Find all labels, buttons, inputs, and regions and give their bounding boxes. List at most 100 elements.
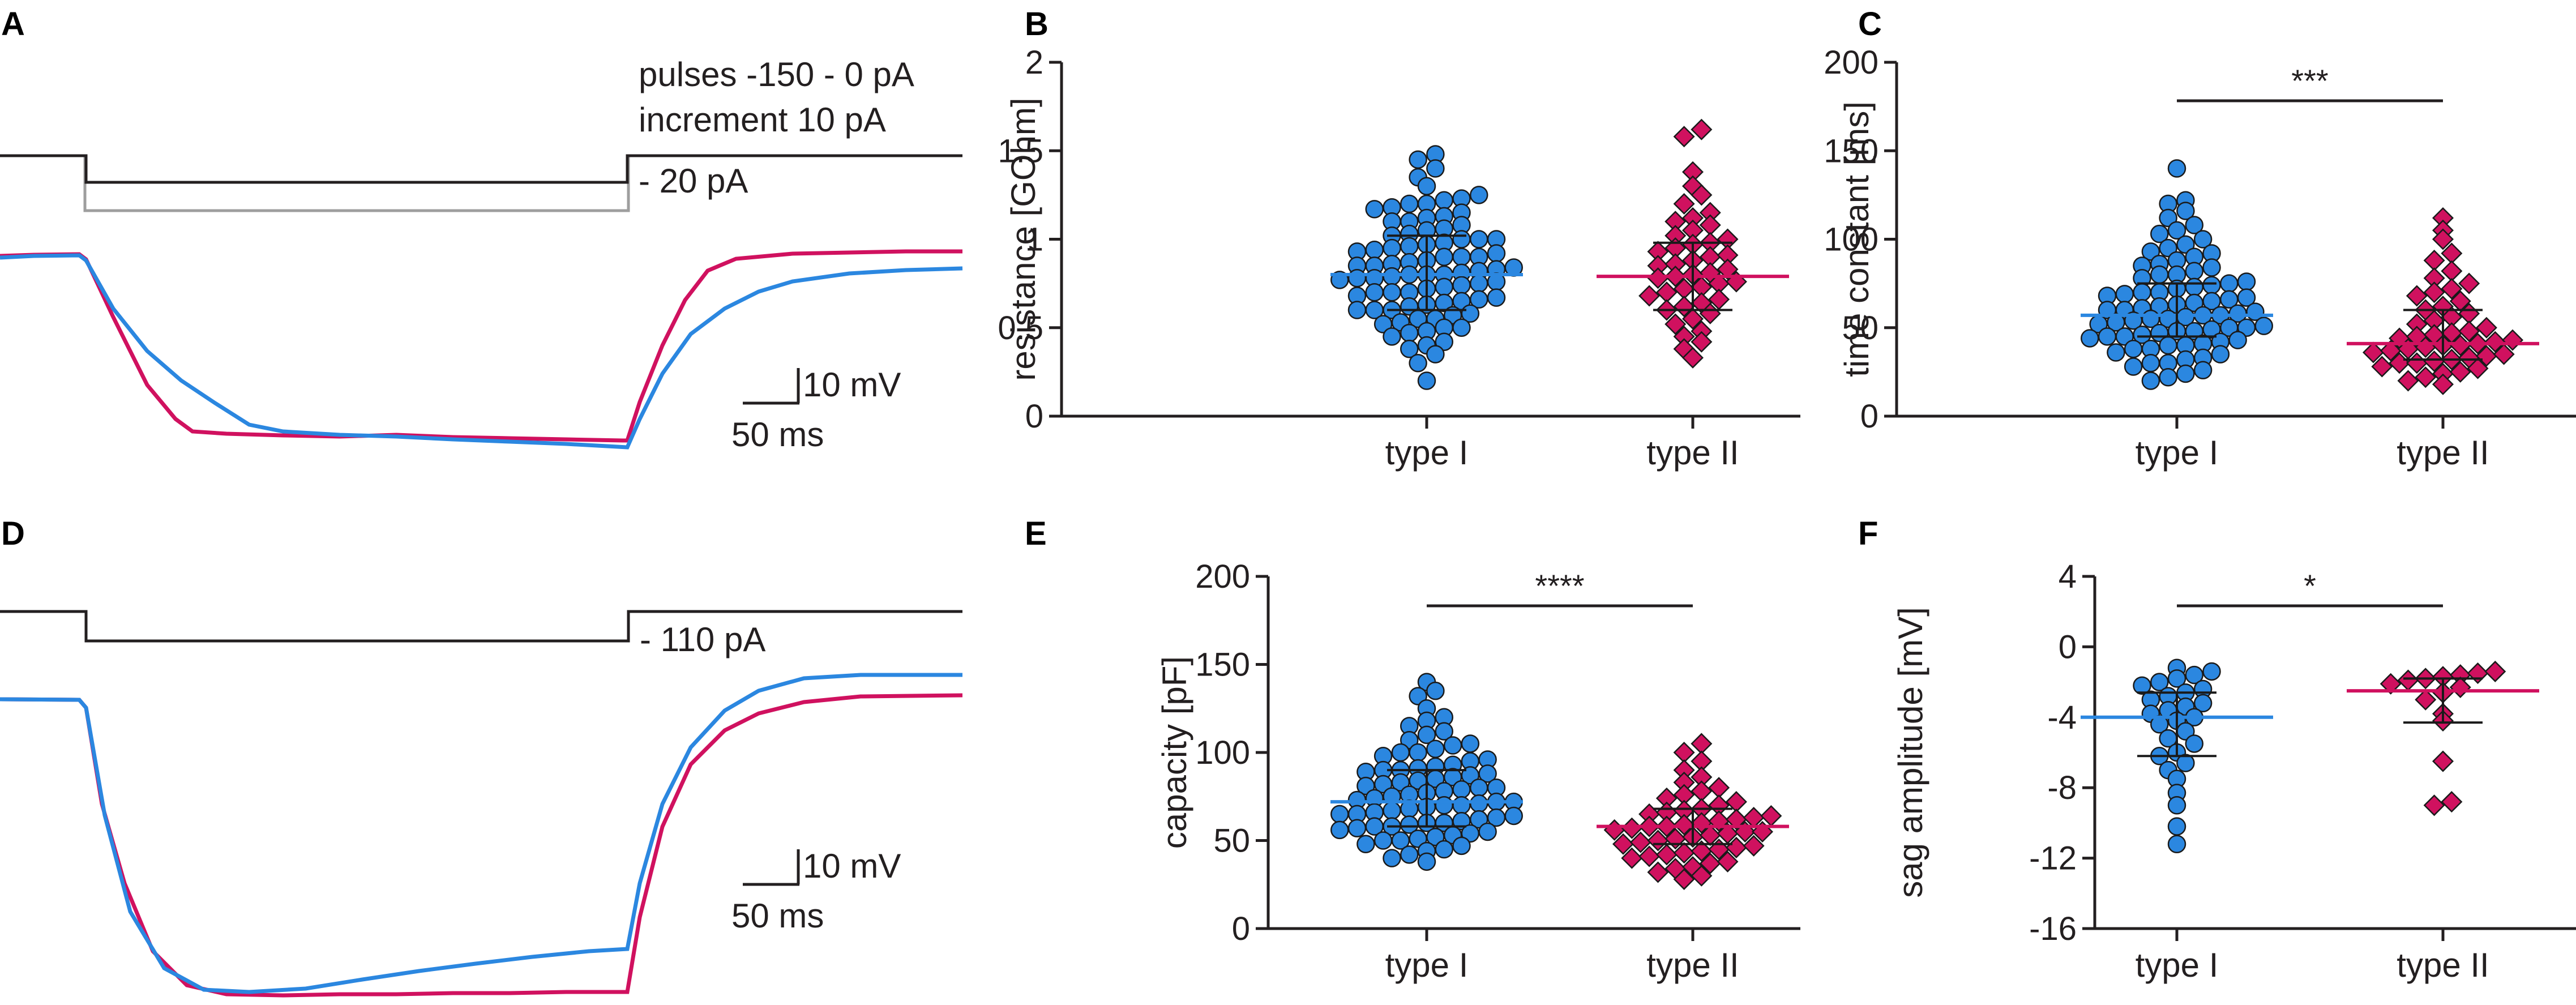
data-point-diamond (2380, 673, 2402, 695)
data-point-circle (2141, 354, 2160, 373)
data-point-circle (2202, 276, 2221, 294)
data-point-circle (1443, 736, 1462, 755)
stimulus-step-black (0, 154, 962, 184)
scale-time-a: 50 ms (731, 416, 824, 454)
data-point-circle (2150, 673, 2169, 691)
data-point-circle (1383, 849, 1401, 867)
data-point-diamond (2406, 285, 2428, 307)
data-point-circle (1365, 241, 1384, 259)
x-category-label: type II (1646, 946, 1739, 984)
data-point-diamond (2423, 249, 2445, 272)
data-point-circle (1470, 274, 1488, 293)
y-tick-label: 50 (1842, 310, 1878, 347)
data-point-diamond (1621, 847, 1643, 869)
data-point-circle (1435, 191, 1453, 209)
data-point-circle (2185, 277, 2203, 297)
data-point-diamond (2432, 750, 2454, 772)
data-point-circle (1435, 247, 1453, 266)
data-point-circle (1383, 283, 1401, 302)
data-point-diamond (2423, 281, 2445, 303)
significance-label: *** (2291, 63, 2328, 99)
data-point-circle (1435, 840, 1453, 859)
x-category-label: type I (1385, 434, 1469, 472)
data-point-circle (2159, 336, 2177, 355)
data-point-circle (2185, 216, 2203, 234)
data-point-circle (1365, 283, 1384, 302)
data-point-diamond (2415, 366, 2437, 388)
data-point-circle (1373, 831, 1393, 850)
panel-c-label: C (1858, 6, 1882, 42)
data-point-circle (1452, 318, 1471, 337)
data-point-diamond (1673, 814, 1695, 836)
panel-f-label: F (1858, 515, 1878, 552)
data-point-diamond (1691, 331, 1713, 353)
data-point-circle (2176, 202, 2195, 220)
y-tick-label: -12 (2029, 840, 2077, 877)
data-point-diamond (2449, 361, 2471, 383)
data-point-circle (1478, 822, 1497, 841)
data-point-circle (2167, 817, 2186, 836)
x-category-label: type I (2136, 434, 2219, 472)
panel-e-label: E (1025, 515, 1047, 552)
data-point-circle (2237, 272, 2256, 291)
y-tick-label: -8 (2047, 769, 2077, 806)
step-label-a: - 20 pA (639, 162, 748, 200)
data-point-diamond (1681, 347, 1704, 369)
data-point-circle (1365, 200, 1384, 219)
data-point-circle (1470, 794, 1488, 813)
data-point-circle (1470, 778, 1488, 797)
data-point-circle (2202, 258, 2221, 277)
data-point-diamond (1691, 733, 1713, 755)
data-point-circle (1383, 238, 1401, 258)
data-point-circle (1435, 277, 1453, 297)
data-point-circle (2107, 343, 2125, 362)
voltage-trace-type2-d (0, 693, 963, 998)
data-point-diamond (2380, 340, 2402, 362)
x-category-label: type I (2136, 946, 2219, 984)
stimulus-step-d (0, 610, 962, 643)
data-point-circle (1383, 801, 1401, 820)
data-point-circle (1452, 780, 1471, 799)
data-point-diamond (1673, 741, 1695, 764)
data-point-diamond (2397, 370, 2419, 392)
data-point-circle (1409, 354, 1427, 373)
protocol-increment-text: increment 10 pA (639, 101, 886, 139)
y-axis-title: resistance [GOhm] (1004, 97, 1042, 380)
data-point-circle (1452, 247, 1471, 266)
voltage-trace-type2-a (0, 249, 962, 443)
voltage-trace-type1-a (0, 253, 963, 450)
protocol-range-text: pulses -150 - 0 pA (639, 55, 914, 93)
data-point-circle (2141, 371, 2160, 390)
y-tick-label: 200 (1195, 558, 1250, 595)
data-point-diamond (1638, 845, 1661, 867)
data-point-circle (2133, 676, 2151, 695)
y-tick-label: 1 (1025, 221, 1043, 258)
data-point-diamond (2415, 688, 2437, 711)
data-point-diamond (1673, 296, 1695, 318)
y-tick-label: 0 (2059, 628, 2077, 665)
data-point-circle (1400, 340, 1419, 358)
panel-a-label: A (1, 6, 25, 42)
data-point-circle (1435, 722, 1453, 741)
resistance-chart: 0 0.5 1 1.5 2 resistance [GOhm] type I type II (998, 44, 1800, 472)
y-tick-label: 50 (1213, 823, 1250, 859)
data-point-diamond (2467, 357, 2489, 379)
data-point-circle (2159, 238, 2177, 258)
data-point-circle (1435, 796, 1453, 815)
data-point-circle (2176, 364, 2195, 383)
data-point-circle (1391, 743, 1410, 762)
data-point-circle (1461, 734, 1480, 753)
data-point-circle (2167, 796, 2186, 815)
data-point-circle (1426, 681, 1445, 700)
data-point-diamond (1647, 861, 1669, 883)
scale-bar-d (743, 849, 800, 886)
data-point-circle (1417, 177, 1436, 195)
data-point-diamond (2475, 345, 2497, 367)
y-tick-label: -16 (2029, 910, 2077, 947)
data-point-diamond (1673, 193, 1695, 215)
y-tick-label: 0.5 (998, 310, 1043, 347)
data-point-circle (2124, 340, 2143, 358)
data-point-diamond (1681, 308, 1704, 330)
data-point-circle (2167, 159, 2186, 178)
capacity-chart: 0 50 100 150 200 capacity [pF] type I type II **… (1156, 558, 1800, 984)
